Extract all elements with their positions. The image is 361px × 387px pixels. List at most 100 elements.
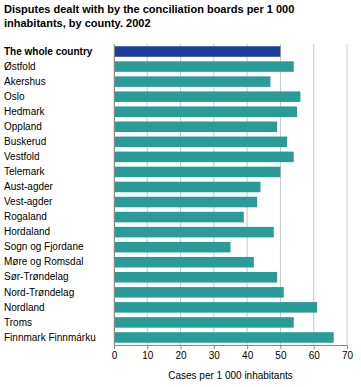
y-tick-label: Oppland <box>4 121 42 132</box>
x-tick-label: 0 <box>112 350 118 361</box>
y-tick-label: Troms <box>4 317 32 328</box>
y-tick: Sør-Trøndelag <box>4 271 114 282</box>
bar <box>114 182 260 193</box>
y-tick-label: Nordland <box>4 302 45 313</box>
bar <box>114 302 317 313</box>
chart: Disputes dealt with by the conciliation … <box>0 0 361 387</box>
x-tick: 40 <box>242 345 254 361</box>
y-tick-label: Akershus <box>4 76 46 87</box>
y-tick: Vest-agder <box>4 196 114 207</box>
x-tick: 10 <box>142 345 154 361</box>
bar <box>114 257 254 268</box>
bar <box>114 242 231 253</box>
y-tick: Aust-agder <box>4 181 114 192</box>
y-tick: Telemark <box>4 166 114 177</box>
x-tick: 0 <box>112 345 118 361</box>
bar <box>114 137 287 148</box>
grid-line <box>347 44 348 345</box>
grid-line <box>114 44 115 345</box>
bar <box>114 91 300 102</box>
y-tick: Nordland <box>4 302 114 313</box>
bars <box>114 46 334 342</box>
y-tick-label: Buskerud <box>4 136 46 147</box>
y-tick: Oppland <box>4 121 114 132</box>
bar <box>114 152 294 163</box>
x-tick-mark <box>347 345 348 349</box>
grid-line <box>280 44 281 345</box>
grid-line <box>147 44 148 345</box>
title-line: Disputes dealt with by the conciliation … <box>4 3 294 15</box>
x-tick-mark <box>114 345 115 349</box>
y-tick-label: Finnmark Finnmárku <box>4 332 96 343</box>
x-tick-mark <box>181 345 182 349</box>
grid-line <box>313 44 314 345</box>
x-tick-label: 70 <box>342 350 354 361</box>
y-tick-label: Vestfold <box>4 151 40 162</box>
grid-line <box>213 44 214 345</box>
y-tick: The whole country <box>4 46 114 57</box>
bar <box>114 76 270 87</box>
x-tick-mark <box>314 345 315 349</box>
y-tick-label: Sør-Trøndelag <box>4 271 69 282</box>
bar <box>114 212 244 223</box>
x-tick-label: 60 <box>309 350 321 361</box>
bar <box>114 122 277 133</box>
bar <box>114 46 280 57</box>
bar <box>114 106 297 117</box>
y-tick-label: Sogn og Fjordane <box>4 241 84 252</box>
y-tick-label: Hordaland <box>4 226 50 237</box>
y-tick-label: Aust-agder <box>4 181 54 192</box>
bar <box>114 272 277 283</box>
bar <box>114 197 257 208</box>
bar <box>114 61 294 72</box>
y-tick: Østfold <box>4 61 114 72</box>
x-axis: 0 10 20 30 40 50 60 70 <box>112 345 354 361</box>
y-tick-label: Telemark <box>4 166 46 177</box>
bar <box>114 332 334 343</box>
y-tick: Møre og Romsdal <box>4 256 114 267</box>
y-tick: Buskerud <box>4 136 114 147</box>
x-tick: 20 <box>176 345 188 361</box>
x-tick-mark <box>147 345 148 349</box>
x-tick: 70 <box>342 345 354 361</box>
title: Disputes dealt with by the conciliation … <box>4 3 294 29</box>
x-tick-label: 40 <box>242 350 254 361</box>
y-tick-label: Møre og Romsdal <box>4 256 83 267</box>
y-tick-label: Oslo <box>4 91 25 102</box>
y-axis-line <box>114 45 115 346</box>
y-tick: Finnmark Finnmárku <box>4 332 114 343</box>
x-axis-title: Cases per 1 000 inhabitants <box>168 370 293 381</box>
x-tick-label: 30 <box>209 350 221 361</box>
grid-line <box>180 44 181 345</box>
bar <box>114 167 280 178</box>
y-tick-label: Vest-agder <box>4 196 53 207</box>
x-tick: 50 <box>275 345 287 361</box>
x-tick-mark <box>214 345 215 349</box>
x-tick-label: 50 <box>275 350 287 361</box>
y-tick-label: Hedmark <box>4 106 46 117</box>
title-line: inhabitants, by county. 2002 <box>4 17 151 29</box>
y-tick: Rogaland <box>4 211 114 222</box>
x-tick-mark <box>280 345 281 349</box>
y-tick: Sogn og Fjordane <box>4 241 114 252</box>
y-tick: Vestfold <box>4 151 114 162</box>
y-tick-label: Rogaland <box>4 211 47 222</box>
y-tick-label: Nord-Trøndelag <box>4 287 74 298</box>
y-tick-label: Østfold <box>4 61 36 72</box>
x-axis-line <box>115 345 348 346</box>
grid <box>114 44 347 345</box>
x-tick-label: 10 <box>142 350 154 361</box>
y-tick: Troms <box>4 317 114 328</box>
plot: 0 10 20 30 40 50 60 70 The whole country Østfold A… <box>4 44 353 361</box>
grid-line <box>247 44 248 345</box>
y-tick: Akershus <box>4 76 114 87</box>
y-tick-label: The whole country <box>4 46 93 57</box>
bar <box>114 317 294 328</box>
y-tick: Oslo <box>4 91 114 102</box>
x-tick-label: 20 <box>176 350 188 361</box>
y-axis: The whole country Østfold Akershus Oslo Hedm… <box>4 45 115 346</box>
bar <box>114 227 274 238</box>
x-tick-mark <box>247 345 248 349</box>
y-tick: Nord-Trøndelag <box>4 287 114 298</box>
x-tick: 60 <box>309 345 321 361</box>
